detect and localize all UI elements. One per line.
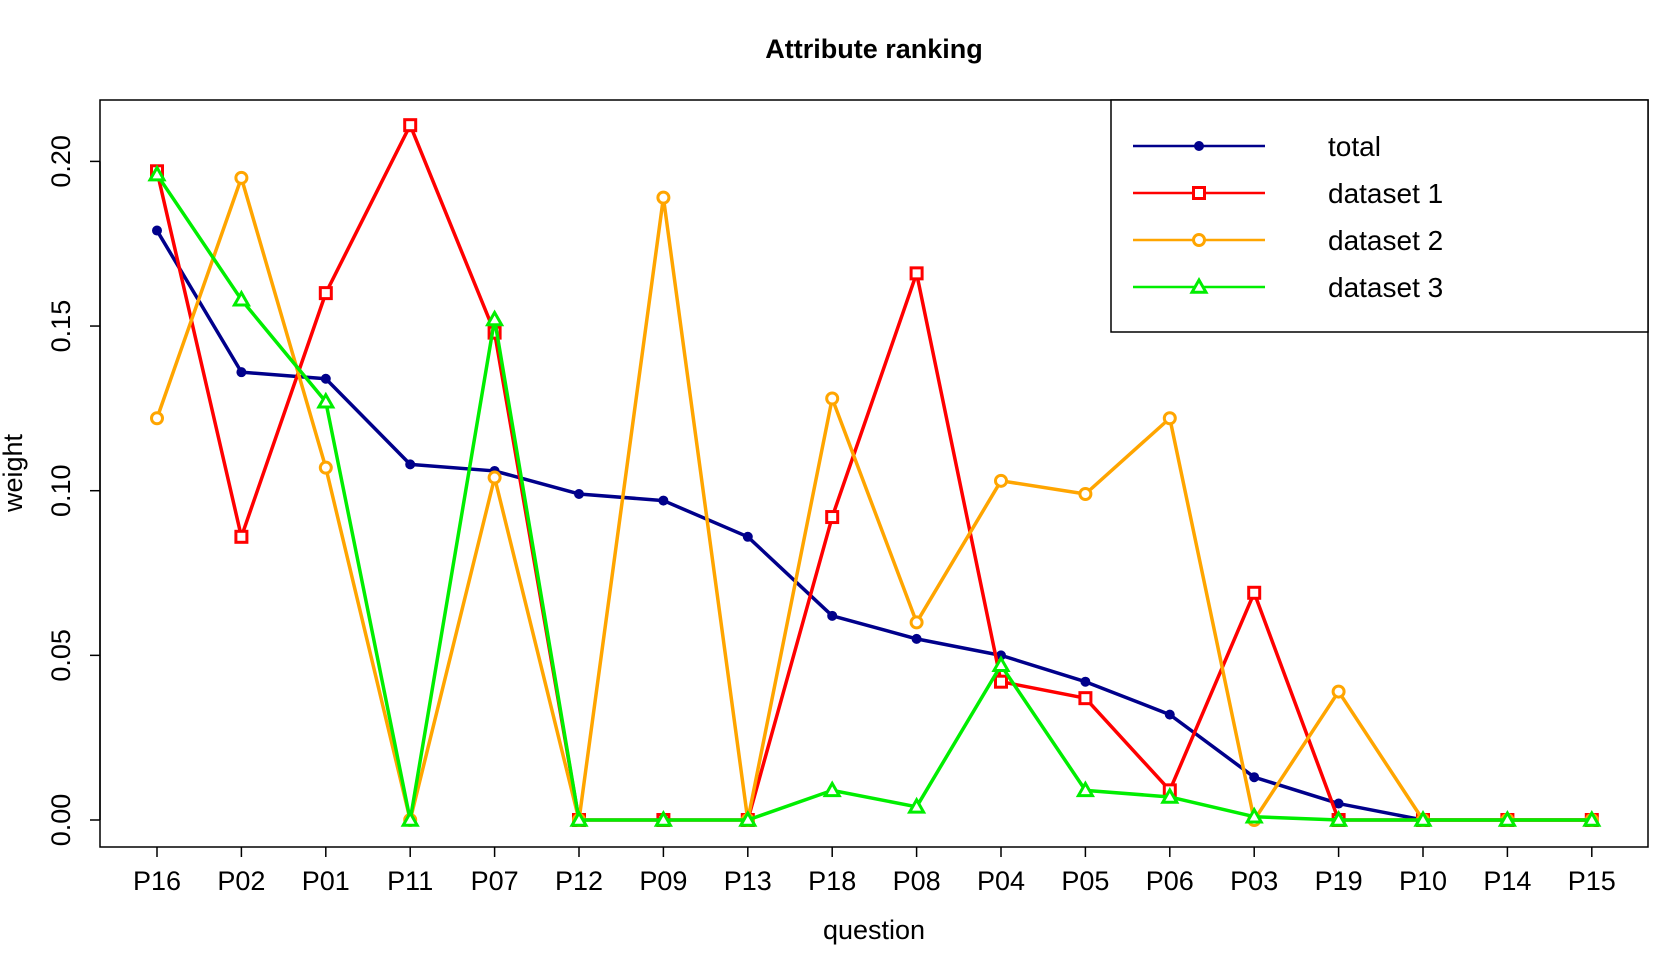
data-point-total — [742, 531, 753, 542]
legend-marker-dataset-1 — [1192, 186, 1206, 200]
data-point-total — [1164, 709, 1175, 720]
x-tick-label: P09 — [639, 866, 687, 896]
x-tick-label: P10 — [1399, 866, 1447, 896]
data-point-dataset-3 — [653, 809, 673, 827]
chart-title: Attribute ranking — [765, 34, 983, 64]
data-point-total — [236, 367, 247, 378]
y-tick-label: 0.05 — [46, 629, 76, 682]
data-point-dataset-3 — [822, 780, 842, 798]
data-point-total — [574, 488, 584, 499]
x-tick-label: P03 — [1230, 866, 1278, 896]
x-tick-label: P12 — [555, 866, 603, 896]
data-point-dataset-3 — [1244, 806, 1264, 824]
legend-marker-dataset-3 — [1189, 276, 1209, 294]
series-line-total — [155, 229, 1592, 822]
data-point-total — [911, 633, 922, 644]
x-tick-label: P05 — [1061, 866, 1109, 896]
data-point-dataset-3 — [1160, 786, 1180, 804]
y-tick-label: 0.00 — [46, 794, 76, 847]
data-point-dataset-2 — [1078, 486, 1093, 501]
data-point-dataset-3 — [1582, 809, 1602, 827]
legend-marker-total — [1194, 141, 1204, 151]
data-point-dataset-3 — [400, 809, 420, 827]
legend-label-dataset-3: dataset 3 — [1328, 272, 1443, 303]
data-point-dataset-2 — [234, 170, 249, 185]
data-point-dataset-2 — [1331, 684, 1346, 699]
y-axis-title: weight — [0, 433, 28, 513]
data-point-dataset-1 — [318, 286, 333, 301]
data-point-dataset-2 — [318, 460, 333, 475]
x-tick-label: P06 — [1146, 866, 1194, 896]
data-point-total — [320, 373, 331, 384]
y-tick-label: 0.20 — [46, 135, 76, 188]
x-tick-label: P15 — [1568, 866, 1616, 896]
data-point-dataset-2 — [487, 470, 502, 485]
series-layer — [147, 118, 1602, 827]
data-point-dataset-3 — [1329, 809, 1349, 827]
x-tick-label: P18 — [808, 866, 856, 896]
x-axis-title: question — [823, 915, 925, 945]
data-point-dataset-3 — [569, 809, 589, 827]
x-tick-label: P04 — [977, 866, 1025, 896]
data-point-dataset-2 — [909, 615, 924, 630]
data-point-dataset-3 — [1497, 809, 1517, 827]
series-line-dataset-3 — [155, 173, 1592, 822]
x-tick-label: P07 — [471, 866, 519, 896]
data-point-dataset-3 — [231, 289, 251, 307]
legend-entry-dataset-3: dataset 3 — [1133, 272, 1443, 303]
legend-entry-total: total — [1133, 131, 1381, 162]
x-tick-label: P02 — [217, 866, 265, 896]
x-tick-label: P08 — [893, 866, 941, 896]
data-point-dataset-1 — [994, 674, 1008, 689]
data-point-dataset-3 — [485, 309, 505, 327]
y-axis: 0.00 0.05 0.10 0.15 0.20 — [46, 135, 101, 847]
legend-entry-dataset-2: dataset 2 — [1133, 225, 1443, 256]
x-tick-label: P14 — [1483, 866, 1531, 896]
data-point-dataset-3 — [1075, 780, 1095, 798]
data-point-dataset-3 — [147, 164, 167, 182]
legend-label-dataset-1: dataset 1 — [1328, 178, 1443, 209]
data-point-total — [405, 459, 416, 470]
x-tick-label: P11 — [387, 866, 433, 896]
legend-entry-dataset-1: dataset 1 — [1133, 178, 1443, 209]
data-point-dataset-1 — [403, 118, 418, 133]
data-point-dataset-1 — [825, 510, 840, 525]
data-point-dataset-2 — [1162, 411, 1177, 426]
data-point-dataset-3 — [907, 796, 927, 814]
data-point-dataset-3 — [991, 655, 1011, 672]
legend: total dataset 1 dataset 2 dataset 3 — [1110, 99, 1649, 333]
legend-marker-dataset-2 — [1192, 233, 1206, 247]
x-tick-label: P16 — [133, 866, 181, 896]
y-tick-label: 0.15 — [46, 300, 76, 353]
data-point-total — [658, 495, 669, 506]
data-point-dataset-2 — [825, 391, 840, 406]
data-point-dataset-2 — [150, 411, 164, 426]
data-point-dataset-2 — [656, 190, 671, 205]
data-point-dataset-1 — [909, 266, 924, 281]
data-point-dataset-1 — [1247, 585, 1262, 600]
x-tick-label: P13 — [724, 866, 772, 896]
data-point-dataset-3 — [738, 809, 758, 827]
data-point-total — [1080, 676, 1091, 687]
x-tick-label: P19 — [1315, 866, 1363, 896]
data-point-dataset-3 — [1413, 809, 1433, 827]
y-tick-label: 0.10 — [46, 464, 76, 517]
data-point-total — [1249, 772, 1260, 783]
data-point-dataset-3 — [316, 391, 336, 409]
x-axis: P16 P02 P01 P11 P07 P12 P09 P13 P18 P08 P04 P05 P06 P… — [133, 847, 1616, 896]
legend-label-total: total — [1328, 131, 1381, 162]
data-point-total — [152, 225, 162, 236]
data-point-dataset-1 — [1078, 691, 1093, 706]
legend-label-dataset-2: dataset 2 — [1328, 225, 1443, 256]
data-point-dataset-1 — [234, 529, 249, 544]
data-point-dataset-2 — [994, 473, 1008, 488]
x-tick-label: P01 — [302, 866, 350, 896]
data-point-total — [827, 610, 838, 621]
series-dataset-3 — [147, 164, 1602, 827]
series-line-dataset-2 — [155, 176, 1592, 822]
